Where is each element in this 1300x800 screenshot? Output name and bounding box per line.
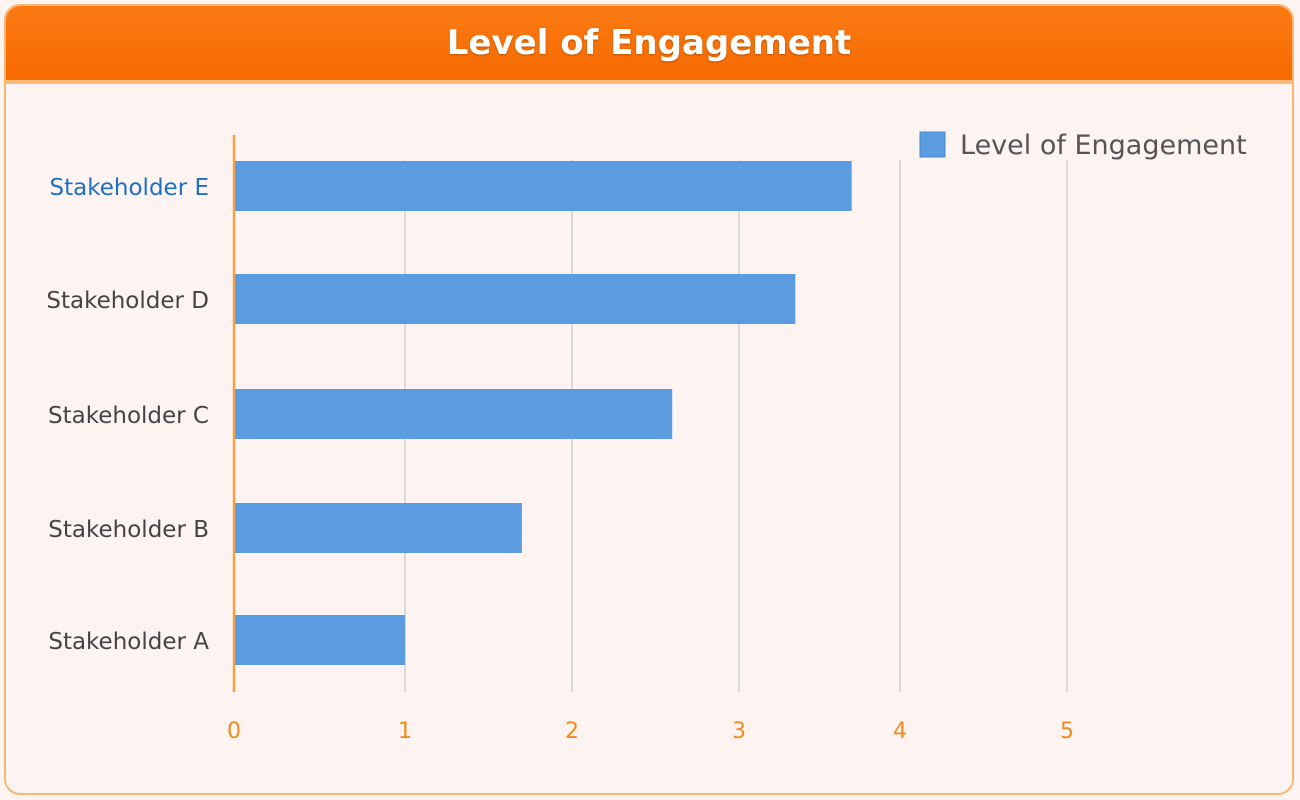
- chart-card: Level of Engagement: [4, 4, 1294, 795]
- bar: [234, 389, 673, 439]
- category-label: Stakeholder B: [48, 517, 209, 543]
- x-tick-label: 0: [227, 719, 241, 744]
- bar: [234, 274, 796, 324]
- x-tick-label: 5: [1060, 719, 1074, 744]
- legend-label: Level of Engagement: [960, 130, 1247, 161]
- x-tick-label: 4: [893, 719, 907, 744]
- category-label: Stakeholder D: [46, 288, 209, 314]
- x-tick-label: 1: [398, 719, 412, 744]
- category-label: Stakeholder E: [50, 175, 209, 201]
- bar: [234, 161, 852, 211]
- x-tick-label: 3: [732, 719, 746, 744]
- legend-swatch: [919, 131, 946, 158]
- chart-header: Level of Engagement: [6, 6, 1292, 84]
- page-title: Level of Engagement: [446, 23, 852, 63]
- bar: [234, 615, 405, 665]
- x-tick-label: 2: [565, 719, 579, 744]
- category-label: Stakeholder A: [48, 629, 209, 655]
- bar: [234, 503, 522, 553]
- category-label: Stakeholder C: [48, 403, 209, 429]
